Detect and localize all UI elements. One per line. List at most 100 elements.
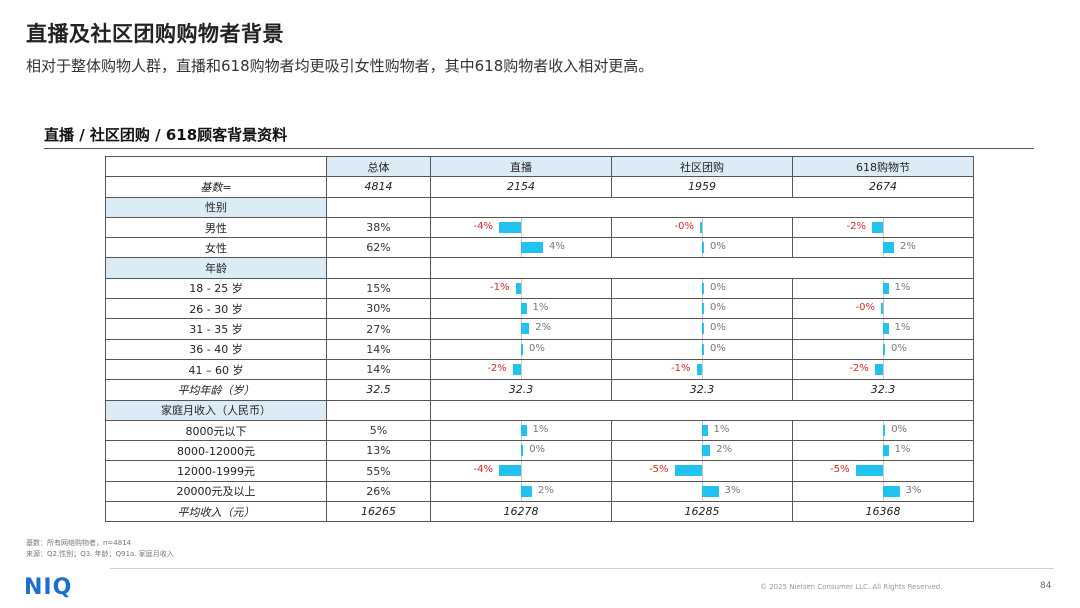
diff-label: 1% <box>894 281 911 293</box>
diff-label: 0% <box>710 241 726 253</box>
base-group-buy: 1959 <box>611 176 793 198</box>
zero-axis <box>702 461 703 481</box>
diff-label: -5% <box>830 464 850 476</box>
diff-cell-group-buy: 0% <box>611 318 793 340</box>
diff-cell-group-buy: -0% <box>611 216 793 239</box>
diff-label: 0% <box>710 322 726 334</box>
diff-cell-group-buy: 0% <box>611 237 793 259</box>
diff-label: -1% <box>671 362 691 374</box>
summary-row: 平均年龄（岁） 32.5 32.3 32.3 32.3 <box>105 379 974 401</box>
diff-cell-livestream: -4% <box>430 460 612 482</box>
summary-value: 16368 <box>792 501 974 523</box>
summary-value: 32.3 <box>430 379 612 401</box>
diff-cell-livestream: 1% <box>430 419 612 442</box>
diff-label: -4% <box>473 220 493 232</box>
diff-label: 2% <box>900 241 916 253</box>
base-livestream: 2154 <box>430 176 612 198</box>
diff-cell-618: -2% <box>792 216 974 239</box>
diff-bar <box>883 343 885 355</box>
zero-axis <box>883 461 884 481</box>
section-blank-cell <box>326 257 431 279</box>
diff-cell-livestream: 2% <box>430 480 612 503</box>
diff-label: 0% <box>710 342 726 354</box>
section-title: 直播 / 社区团购 / 618顾客背景资料 <box>44 126 288 144</box>
diff-label: 1% <box>894 322 911 334</box>
table-header-row: 总体 直播 社区团购 618购物节 <box>105 155 974 178</box>
diff-bar <box>872 221 883 233</box>
summary-value: 32.3 <box>792 379 974 401</box>
diff-cell-livestream: 1% <box>430 298 612 320</box>
row-label: 20000元及以上 <box>105 480 327 503</box>
section-row: 性别 <box>105 196 974 218</box>
diff-cell-618: 3% <box>792 480 974 503</box>
zero-axis <box>883 359 884 380</box>
column-header-total: 总体 <box>326 155 431 178</box>
source-footnote: 来源：Q2.性别；Q3. 年龄；Q91a. 家庭月收入 <box>26 550 174 558</box>
table-row: 女性 62% 4% 0% 2% <box>105 237 974 259</box>
diff-bar <box>702 424 708 436</box>
section-row: 年龄 <box>105 257 974 279</box>
row-total-value: 27% <box>326 318 431 340</box>
diff-label: 2% <box>538 484 554 496</box>
section-blank-span <box>430 196 974 218</box>
zero-axis <box>702 359 703 380</box>
diff-bar <box>696 363 702 375</box>
diff-cell-618: 2% <box>792 237 974 259</box>
table-row: 20000元及以上 26% 2% 3% 3% <box>105 480 974 503</box>
diff-label: 0% <box>710 281 726 293</box>
diff-bar <box>674 465 702 477</box>
row-label: 18 - 25 岁 <box>105 277 327 300</box>
diff-bar <box>874 363 883 375</box>
zero-axis <box>521 359 522 380</box>
diff-bar <box>883 323 889 335</box>
section-blank-cell <box>326 399 431 421</box>
diff-label: 1% <box>713 423 730 435</box>
diff-bar <box>521 303 527 315</box>
row-label: 女性 <box>105 237 327 259</box>
diff-label: -1% <box>490 281 510 293</box>
diff-bar <box>515 282 521 294</box>
zero-axis <box>521 278 522 299</box>
row-total-value: 26% <box>326 480 431 503</box>
diff-label: -0% <box>855 302 875 314</box>
diff-label: -0% <box>674 220 694 232</box>
zero-axis <box>702 217 703 238</box>
diff-bar <box>702 343 704 355</box>
diff-bar <box>521 323 530 335</box>
page-subtitle: 相对于整体购物人群，直播和618购物者均更吸引女性购物者，其中618购物者收入相… <box>26 57 654 75</box>
row-label: 36 - 40 岁 <box>105 338 327 360</box>
diff-bar <box>883 485 900 497</box>
diff-cell-618: -5% <box>792 460 974 482</box>
diff-cell-618: -2% <box>792 358 974 381</box>
diff-label: 2% <box>535 322 552 334</box>
row-total-value: 62% <box>326 237 431 259</box>
diff-label: 0% <box>891 342 907 354</box>
table-row: 8000元以下 5% 1% 1% 0% <box>105 419 974 442</box>
diff-bar <box>881 303 883 315</box>
summary-label: 平均收入（元） <box>105 501 327 523</box>
copyright: © 2025 Nielsen Consumer LLC. All Rights … <box>760 583 943 591</box>
summary-value: 16278 <box>430 501 612 523</box>
row-label: 8000-12000元 <box>105 440 327 462</box>
diff-label: -4% <box>473 464 493 476</box>
row-total-value: 14% <box>326 358 431 381</box>
diff-bar <box>521 242 543 254</box>
row-label: 男性 <box>105 216 327 239</box>
row-total-value: 15% <box>326 277 431 300</box>
section-divider <box>44 148 1034 149</box>
row-label: 41 – 60 岁 <box>105 358 327 381</box>
summary-label: 平均年龄（岁） <box>105 379 327 401</box>
diff-label: 2% <box>716 444 733 456</box>
diff-bar <box>883 424 886 436</box>
row-label: 31 - 35 岁 <box>105 318 327 340</box>
table-row: 36 - 40 岁 14% 0% 0% 0% <box>105 338 974 360</box>
diff-cell-group-buy: 1% <box>611 419 793 442</box>
diff-bar <box>702 445 711 457</box>
summary-value: 16285 <box>611 501 793 523</box>
section-label: 年龄 <box>105 257 327 279</box>
diff-bar <box>700 221 702 233</box>
diff-bar <box>702 323 704 335</box>
diff-label: 0% <box>529 342 545 354</box>
footer-divider <box>110 568 1054 569</box>
background-table: 总体 直播 社区团购 618购物节 基数= 4814 2154 1959 267… <box>105 155 974 523</box>
